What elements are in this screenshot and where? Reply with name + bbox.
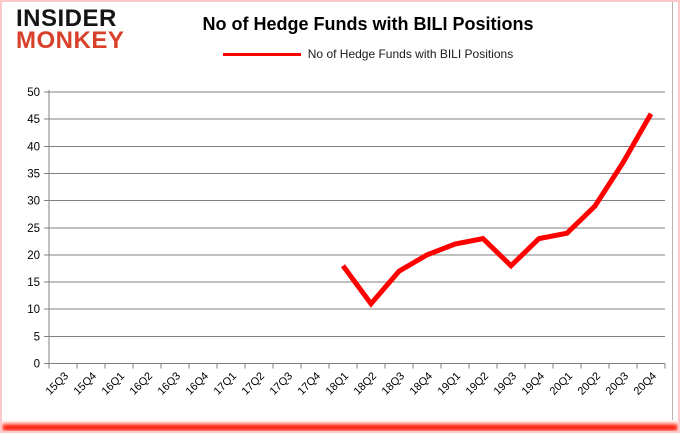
svg-text:18Q2: 18Q2 [352,370,380,398]
svg-text:18Q3: 18Q3 [380,370,408,398]
svg-text:16Q3: 16Q3 [156,370,184,398]
svg-text:45: 45 [27,114,40,126]
svg-text:20Q1: 20Q1 [548,370,576,398]
logo-text-insider: INSIDER [16,5,117,32]
legend-line-swatch [222,52,301,56]
y-tick-labels: 0 5 10 15 20 25 30 35 40 45 50 [27,87,40,371]
chart-header: No of Hedge Funds with BILI Positions No… [152,14,584,61]
svg-text:15: 15 [27,277,40,289]
svg-text:17Q4: 17Q4 [296,370,324,398]
svg-text:18Q1: 18Q1 [324,370,352,398]
svg-text:5: 5 [34,331,40,343]
svg-text:19Q1: 19Q1 [436,370,464,398]
series-line-0 [340,112,654,308]
bottom-red-glow [2,424,678,431]
svg-text:20Q4: 20Q4 [632,370,660,398]
svg-text:0: 0 [34,359,40,371]
svg-text:20: 20 [27,250,40,262]
svg-text:15Q4: 15Q4 [72,370,100,398]
svg-text:15Q3: 15Q3 [44,370,72,398]
svg-text:20Q2: 20Q2 [576,370,604,398]
svg-text:18Q4: 18Q4 [408,370,436,398]
axes [44,90,666,369]
svg-text:19Q3: 19Q3 [492,370,520,398]
chart-title: No of Hedge Funds with BILI Positions [202,14,534,34]
svg-text:19Q4: 19Q4 [520,370,548,398]
svg-text:50: 50 [27,87,40,99]
logo-text-monkey: MONKEY [16,27,125,55]
svg-text:16Q2: 16Q2 [128,370,156,398]
svg-text:16Q4: 16Q4 [184,370,212,398]
svg-text:25: 25 [27,223,40,235]
svg-text:35: 35 [27,168,40,180]
svg-text:20Q3: 20Q3 [604,370,632,398]
svg-text:40: 40 [27,141,40,153]
svg-text:17Q1: 17Q1 [212,370,240,398]
svg-text:30: 30 [27,196,40,208]
gridlines [49,91,665,337]
chart-legend: No of Hedge Funds with BILI Positions [152,47,584,61]
insider-monkey-logo: INSIDER MONKEY [16,5,125,55]
right-edge-divider [672,2,673,420]
legend-label: No of Hedge Funds with BILI Positions [307,47,514,61]
svg-text:17Q2: 17Q2 [240,370,268,398]
svg-text:19Q2: 19Q2 [464,370,492,398]
svg-text:16Q1: 16Q1 [100,370,128,398]
svg-text:10: 10 [27,304,40,316]
svg-text:17Q3: 17Q3 [268,370,296,398]
x-tick-labels: 15Q3 15Q4 16Q1 16Q2 16Q3 16Q4 17Q1 17Q2 17Q3 17Q4… [44,370,660,398]
